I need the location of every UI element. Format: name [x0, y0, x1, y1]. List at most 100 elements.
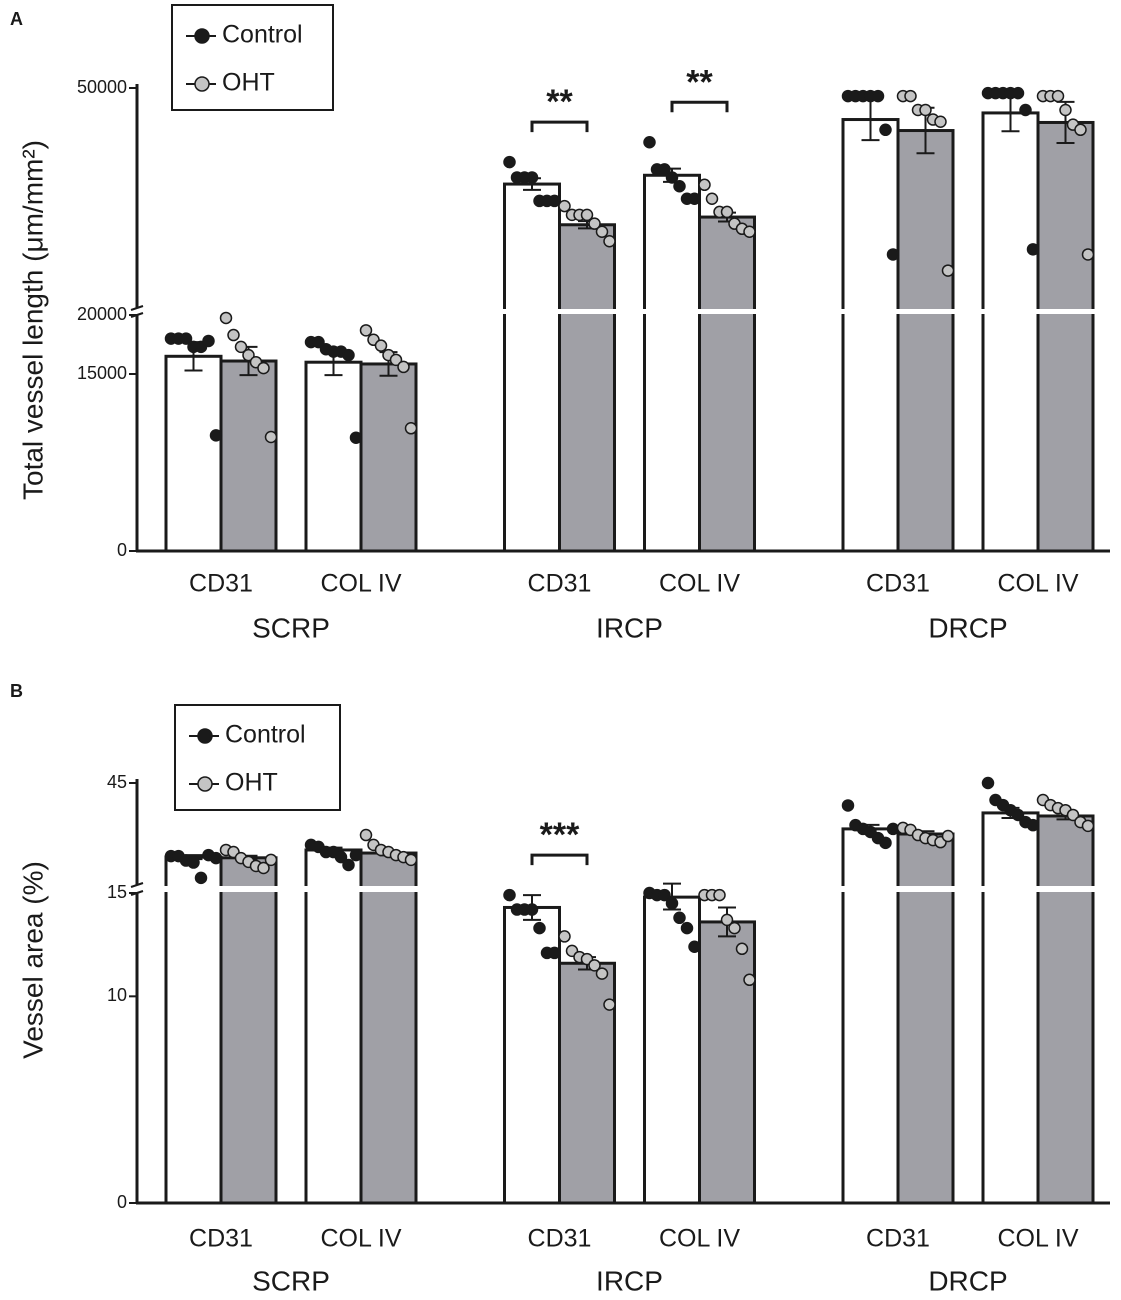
bar: [359, 362, 418, 553]
data-point: [735, 942, 749, 956]
data-point: [1026, 243, 1040, 256]
axis-break-gap: [127, 886, 1110, 892]
bar: [981, 111, 1040, 553]
data-point: [688, 940, 701, 953]
data-point: [404, 853, 418, 867]
data-point: [713, 888, 726, 902]
data-point: [1011, 86, 1025, 100]
legend-marker: [197, 776, 213, 792]
axis-break-mark: [130, 305, 144, 311]
data-point: [234, 340, 248, 354]
data-point: [558, 199, 571, 213]
bar: [841, 827, 900, 1205]
data-point: [242, 348, 255, 362]
bar: [558, 223, 616, 553]
group-label: IRCP: [596, 612, 663, 643]
data-point: [264, 853, 278, 867]
data-point: [1026, 818, 1040, 832]
legend-box: [174, 704, 341, 811]
data-point: [179, 332, 193, 345]
legend: Control OHT: [174, 704, 341, 811]
data-point: [595, 967, 609, 980]
data-point: [886, 248, 900, 261]
x-tick-label: COL IV: [320, 1225, 401, 1253]
data-point: [334, 850, 348, 864]
bar: [164, 855, 223, 1205]
data-point: [698, 178, 711, 192]
data-point: [1081, 819, 1095, 833]
data-point: [349, 848, 363, 862]
data-point: [588, 217, 601, 230]
data-point: [1019, 103, 1032, 117]
data-point: [673, 911, 686, 925]
y-tick-label: 15: [107, 882, 127, 902]
data-point: [219, 311, 233, 325]
data-point: [1081, 248, 1095, 261]
data-point: [743, 225, 756, 238]
group-label: SCRP: [252, 1265, 330, 1296]
data-point: [503, 155, 516, 169]
bar: [643, 173, 701, 553]
data-point: [503, 888, 516, 902]
x-tick-label: CD31: [866, 1225, 930, 1253]
significance-bracket: [530, 853, 589, 866]
data-point: [187, 856, 200, 869]
bar: [304, 848, 363, 1205]
bar: [1036, 814, 1095, 1205]
data-point: [1074, 123, 1087, 137]
x-tick-label: CD31: [189, 570, 253, 598]
data-point: [580, 208, 594, 222]
data-point: [359, 324, 373, 337]
y-tick-label: 50000: [77, 77, 127, 97]
data-point: [548, 946, 561, 960]
data-point: [1066, 808, 1080, 822]
data-point: [658, 163, 671, 176]
data-point: [397, 360, 410, 374]
data-point: [349, 431, 363, 444]
data-point: [202, 334, 215, 348]
x-tick-label: COL IV: [320, 570, 401, 598]
group-label: DRCP: [928, 612, 1007, 643]
axis-break-gap: [127, 309, 1110, 314]
y-tick-label: 0: [117, 540, 127, 560]
data-point: [374, 339, 388, 352]
data-point: [904, 89, 917, 103]
axis-break-mark: [130, 882, 144, 888]
data-point: [879, 123, 892, 137]
data-point: [603, 998, 616, 1011]
bar: [698, 920, 756, 1205]
group-label: DRCP: [928, 1265, 1007, 1296]
bar: [359, 851, 418, 1205]
data-point: [342, 858, 355, 872]
data-point: [1011, 808, 1025, 822]
y-axis-label: Total vessel length (μm/mm²): [17, 140, 48, 500]
data-point: [548, 194, 561, 208]
bar: [503, 182, 561, 553]
data-point: [525, 171, 539, 184]
data-point: [743, 973, 756, 987]
data-point: [342, 348, 355, 362]
bar: [981, 811, 1040, 1205]
data-point: [257, 361, 270, 375]
data-point: [359, 828, 373, 842]
legend-marker: [194, 76, 210, 92]
y-tick-label: 0: [117, 1192, 127, 1212]
bar: [219, 359, 278, 553]
legend-label: Control: [222, 21, 303, 49]
x-tick-label: CD31: [528, 570, 592, 598]
legend-label: OHT: [225, 769, 278, 797]
data-point: [934, 115, 947, 128]
data-point: [312, 335, 325, 349]
x-tick-label: CD31: [528, 1225, 592, 1253]
data-point: [728, 921, 741, 935]
y-axis-label: Vessel area (%): [17, 861, 48, 1059]
data-point: [680, 921, 694, 935]
bar: [219, 856, 278, 1205]
y-tick-label: 15000: [77, 363, 127, 383]
group-label: IRCP: [596, 1265, 663, 1296]
data-point: [720, 205, 734, 219]
legend-box: [171, 4, 334, 111]
x-tick-label: COL IV: [659, 1225, 740, 1253]
data-point: [227, 328, 240, 342]
